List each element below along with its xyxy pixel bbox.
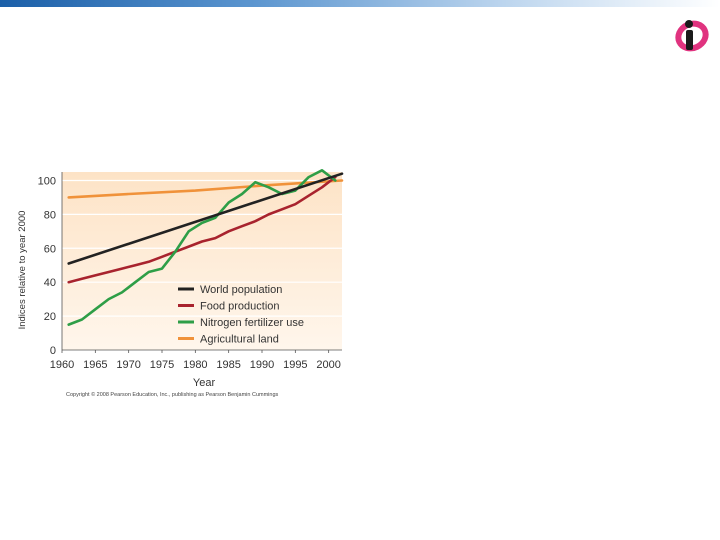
- legend-label: Agricultural land: [200, 334, 279, 346]
- x-tick-label: 1975: [150, 359, 174, 371]
- y-tick-label: 100: [38, 175, 56, 187]
- y-tick-label: 0: [50, 345, 56, 357]
- y-tick-label: 60: [44, 243, 56, 255]
- y-tick-label: 40: [44, 277, 56, 289]
- legend-label: World population: [200, 284, 282, 296]
- copyright-text: Copyright © 2008 Pearson Education, Inc.…: [66, 391, 279, 398]
- plot-background: [62, 172, 342, 350]
- y-tick-label: 80: [44, 209, 56, 221]
- x-tick-label: 1960: [50, 359, 74, 371]
- info-logo-icon: [675, 20, 709, 52]
- y-axis-label: Indices relative to year 2000: [17, 211, 28, 330]
- series-line-agricultural-land: [67, 179, 344, 199]
- x-tick-label: 1985: [216, 359, 240, 371]
- legend-label: Nitrogen fertilizer use: [200, 317, 304, 329]
- legend: World population Food production Nitrogen …: [178, 284, 304, 346]
- x-tick-label: 2000: [316, 359, 340, 371]
- header-gradient-bar: [0, 0, 720, 7]
- series-line-world-population: [67, 172, 344, 265]
- x-tick-label: 1995: [283, 359, 307, 371]
- x-tick-label: 1965: [83, 359, 107, 371]
- x-tick-label: 1970: [116, 359, 140, 371]
- series-line-food-production: [67, 175, 337, 284]
- x-tick-label: 1990: [250, 359, 274, 371]
- y-tick-label: 20: [44, 311, 56, 323]
- x-axis-label: Year: [193, 377, 216, 389]
- legend-label: Food production: [200, 301, 280, 313]
- x-tick-label: 1980: [183, 359, 207, 371]
